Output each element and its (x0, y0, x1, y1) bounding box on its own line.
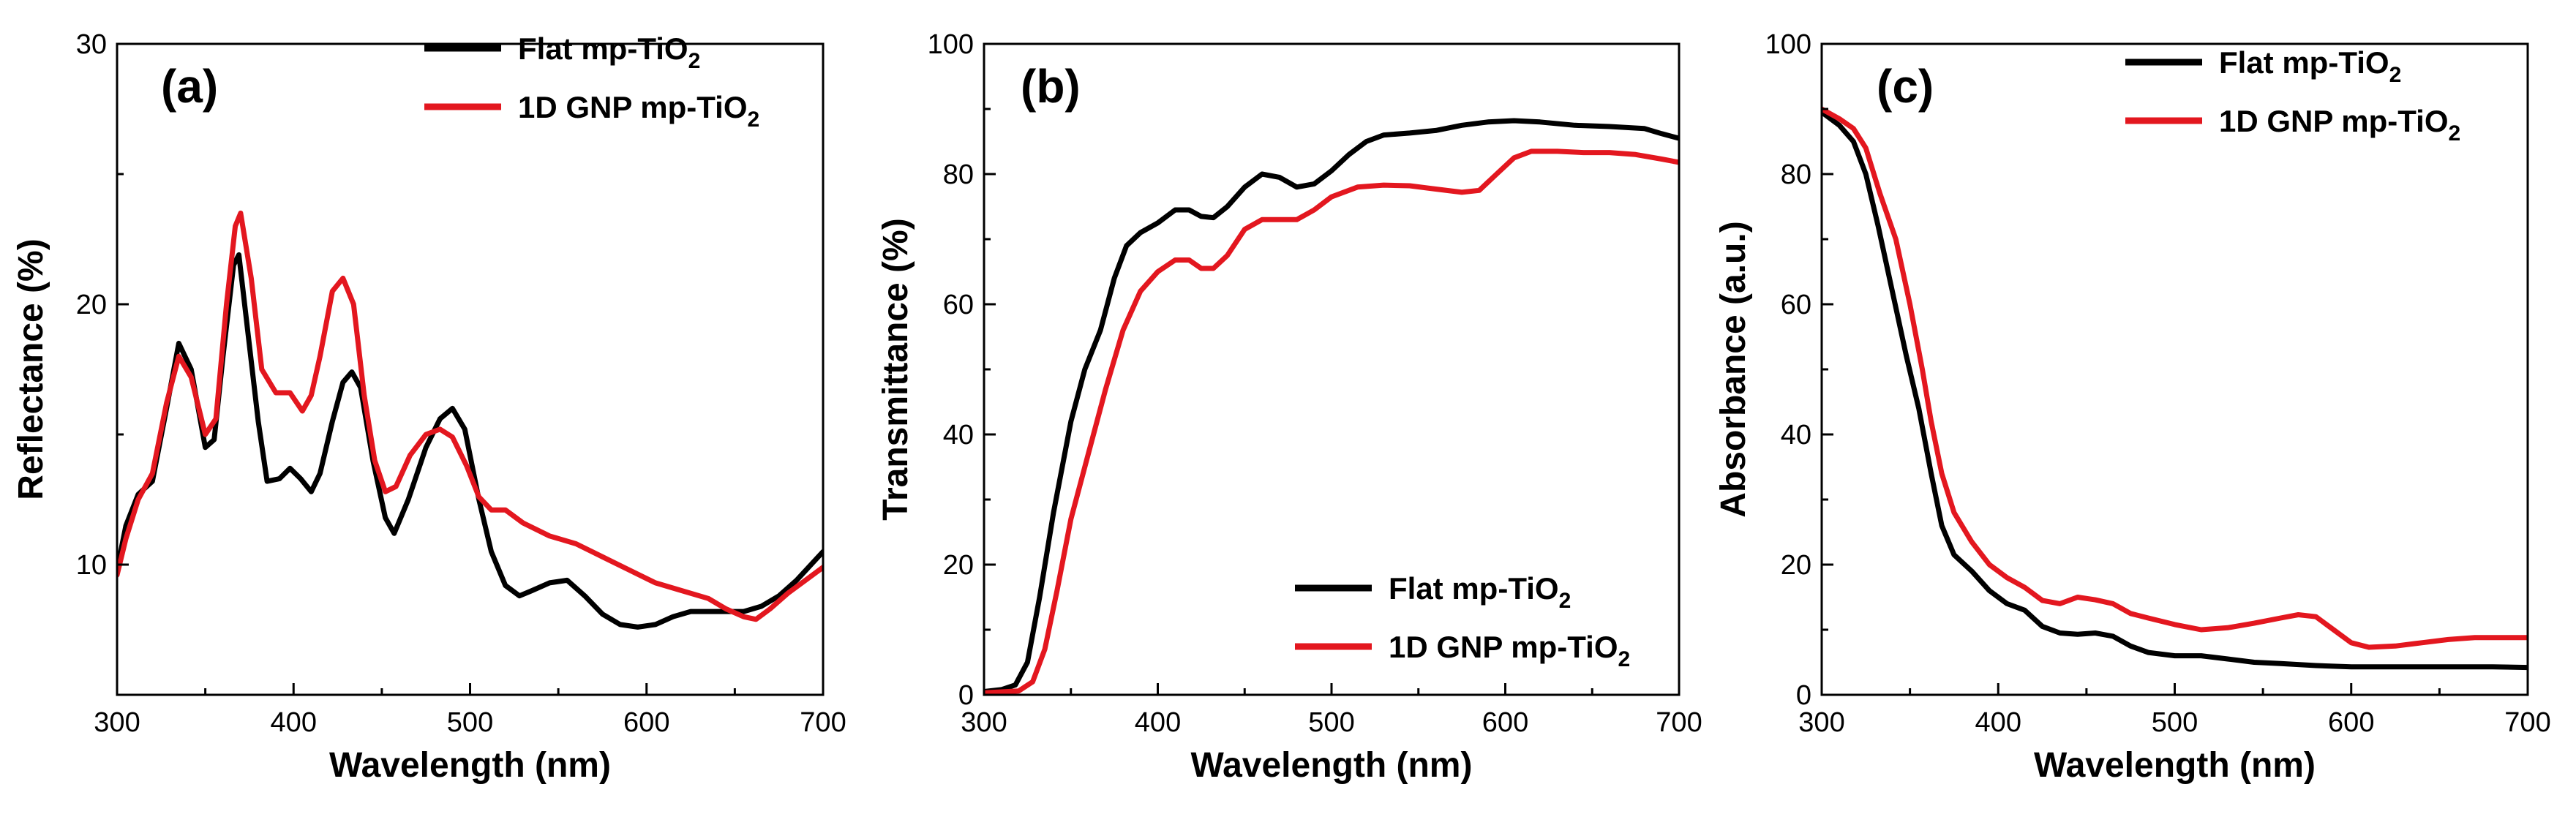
legend-label: 1D GNP mp-TiO2 (518, 90, 759, 132)
y-tick-label: 0 (958, 680, 974, 711)
x-tick-label: 300 (961, 707, 1007, 738)
x-tick-label: 700 (800, 707, 846, 738)
series-line-flat (984, 118, 1679, 694)
y-tick-label: 0 (1796, 680, 1811, 711)
x-tick-label: 600 (1482, 707, 1528, 738)
y-tick-label: 30 (76, 29, 107, 60)
y-tick-label: 60 (943, 290, 974, 320)
legend-item-gnp: 1D GNP mp-TiO2 (1295, 630, 1630, 671)
x-tick-label: 400 (1975, 707, 2021, 738)
x-tick-label: 500 (447, 707, 493, 738)
legend-label: 1D GNP mp-TiO2 (1389, 630, 1630, 671)
series-line-flat (1822, 109, 2528, 671)
y-tick-label: 60 (1781, 290, 1811, 320)
y-axis-title: Reflectance (%) (12, 238, 50, 500)
plot-frame (983, 42, 1681, 696)
legend-label-subscript: 2 (748, 108, 760, 132)
legend-item-gnp: 1D GNP mp-TiO2 (2125, 104, 2460, 146)
chart-panel-2: 300 400 500 600 700 0 20 40 60 80 100 Wavelength (n… (876, 29, 1702, 785)
y-tick-label: 20 (1781, 550, 1811, 581)
legend-label-subscript: 2 (688, 49, 701, 73)
x-axis-title: Wavelength (nm) (2034, 746, 2316, 785)
legend-item-flat: Flat mp-TiO2 (424, 31, 700, 73)
y-tick-label: 100 (1765, 29, 1811, 60)
x-tick-label: 300 (94, 707, 140, 738)
y-tick-label: 20 (76, 290, 107, 320)
x-axis-title: Wavelength (nm) (329, 746, 611, 785)
legend-label-subscript: 2 (2389, 63, 2402, 87)
legend-label: Flat mp-TiO2 (2219, 45, 2401, 87)
plot-frame (1820, 42, 2529, 696)
y-tick-label: 80 (943, 159, 974, 190)
legend-label-subscript: 2 (1559, 589, 1571, 613)
legend-label: Flat mp-TiO2 (518, 31, 700, 73)
y-tick-label: 40 (943, 420, 974, 451)
x-tick-label: 600 (623, 707, 669, 738)
chart-panel-1: 300 400 500 600 700 10 20 30 Wavelength (nm) Refl… (12, 29, 846, 785)
legend-item-flat: Flat mp-TiO2 (2125, 45, 2401, 87)
legend-label-name: 1D GNP mp-TiO (1389, 630, 1618, 664)
x-tick-label: 400 (1135, 707, 1181, 738)
series-line-flat (117, 252, 823, 630)
x-tick-label: 700 (2504, 707, 2550, 738)
legend-label: 1D GNP mp-TiO2 (2219, 104, 2460, 146)
legend-item-flat: Flat mp-TiO2 (1295, 571, 1571, 613)
legend-label: Flat mp-TiO2 (1389, 571, 1571, 613)
legend-label-name: Flat mp-TiO (518, 31, 688, 66)
legend-label-subscript: 2 (2449, 121, 2461, 146)
series-line-gnp (117, 210, 823, 622)
x-tick-label: 600 (2328, 707, 2374, 738)
x-tick-label: 400 (271, 707, 317, 738)
legend-label-name: Flat mp-TiO (1389, 571, 1559, 606)
y-tick-label: 20 (943, 550, 974, 581)
y-axis-title: Absorbance (a.u.) (1714, 221, 1753, 517)
panel-label: (a) (161, 60, 218, 113)
x-axis-title: Wavelength (nm) (1191, 746, 1473, 785)
y-tick-label: 80 (1781, 159, 1811, 190)
y-axis-title: Transmittance (%) (876, 218, 915, 520)
panel-label: (c) (1877, 60, 1934, 113)
series-line-gnp (984, 148, 1679, 695)
legend-item-gnp: 1D GNP mp-TiO2 (424, 90, 759, 132)
series-line-gnp (1822, 106, 2528, 650)
x-tick-label: 300 (1798, 707, 1844, 738)
x-tick-label: 500 (2152, 707, 2198, 738)
panel-label: (b) (1021, 60, 1081, 113)
legend-label-name: 1D GNP mp-TiO (518, 90, 748, 124)
y-tick-label: 40 (1781, 420, 1811, 451)
legend-label-subscript: 2 (1618, 647, 1631, 671)
x-tick-label: 700 (1656, 707, 1702, 738)
y-tick-label: 10 (76, 550, 107, 581)
y-tick-label: 100 (928, 29, 974, 60)
x-tick-label: 500 (1308, 707, 1354, 738)
legend-label-name: Flat mp-TiO (2219, 45, 2389, 80)
legend-label-name: 1D GNP mp-TiO (2219, 104, 2449, 138)
chart-panel-3: 300 400 500 600 700 0 20 40 60 80 100 Wavelength (n… (1714, 29, 2551, 785)
